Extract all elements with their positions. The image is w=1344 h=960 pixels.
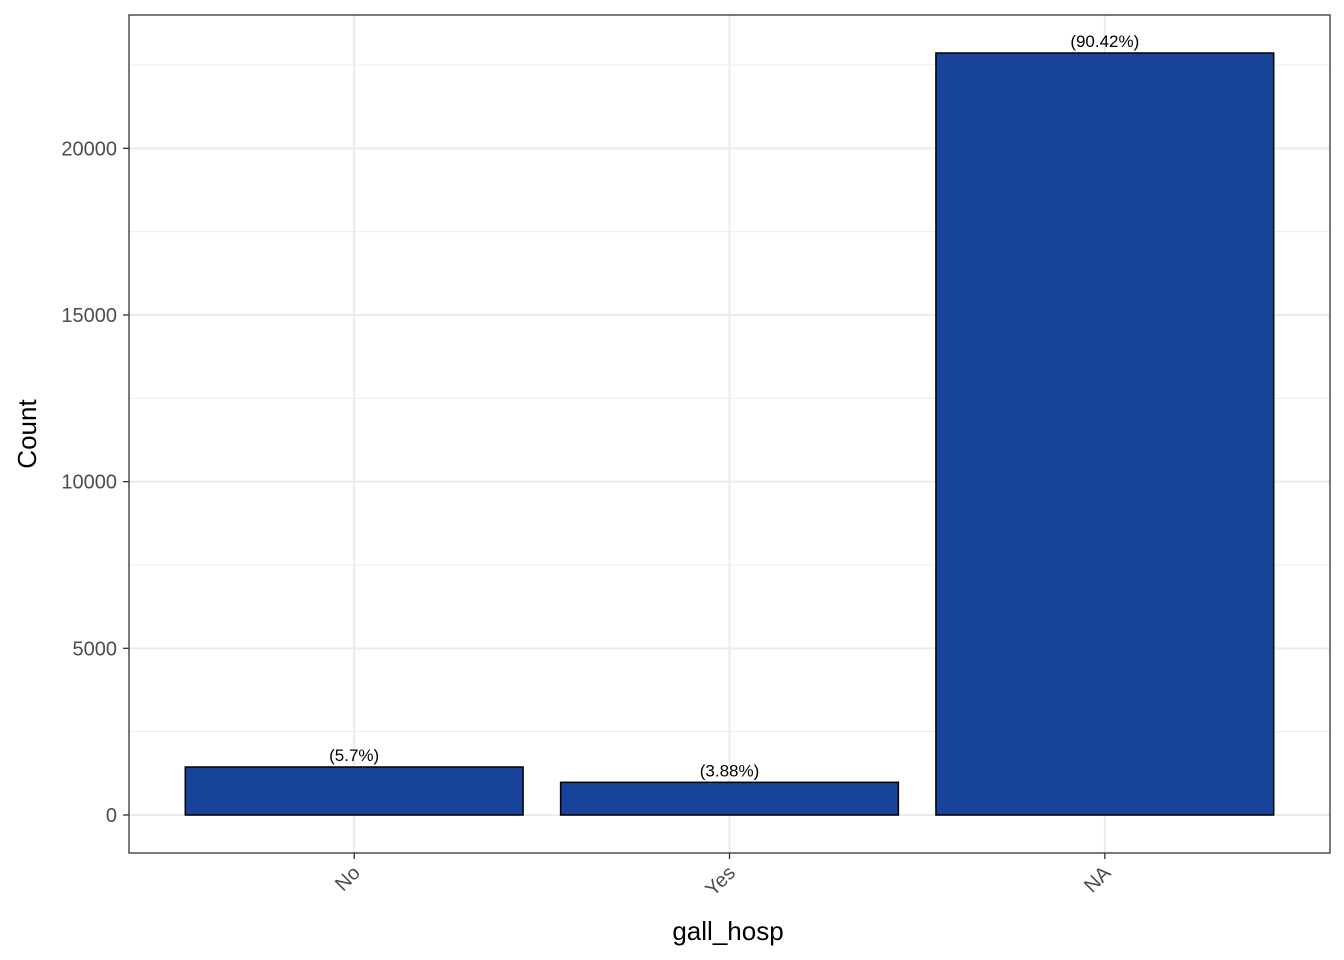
y-tick-label: 20000: [61, 138, 117, 160]
bar-na: [935, 52, 1275, 816]
bar-no: [184, 766, 524, 816]
bar-yes: [559, 781, 900, 816]
x-tick-label: No: [331, 862, 365, 896]
y-axis: 0 5000 10000 15000 20000: [61, 138, 129, 827]
bar-data-labels: (5.7%) (3.88%) (90.42%): [329, 32, 1139, 780]
x-tick-label: Yes: [701, 862, 740, 901]
y-axis-title: Count: [12, 399, 42, 469]
y-tick-label: 15000: [61, 305, 117, 327]
x-axis-title: gall_hosp: [672, 916, 783, 946]
x-axis: No Yes NA: [331, 853, 1116, 901]
bar-data-label: (3.88%): [700, 761, 760, 780]
y-tick-label: 0: [106, 805, 117, 827]
bars: [184, 52, 1275, 816]
bar-data-label: (90.42%): [1070, 32, 1139, 51]
bar-data-label: (5.7%): [329, 746, 379, 765]
y-tick-label: 10000: [61, 472, 117, 494]
x-tick-label: NA: [1080, 862, 1116, 898]
y-tick-label: 5000: [73, 638, 118, 660]
